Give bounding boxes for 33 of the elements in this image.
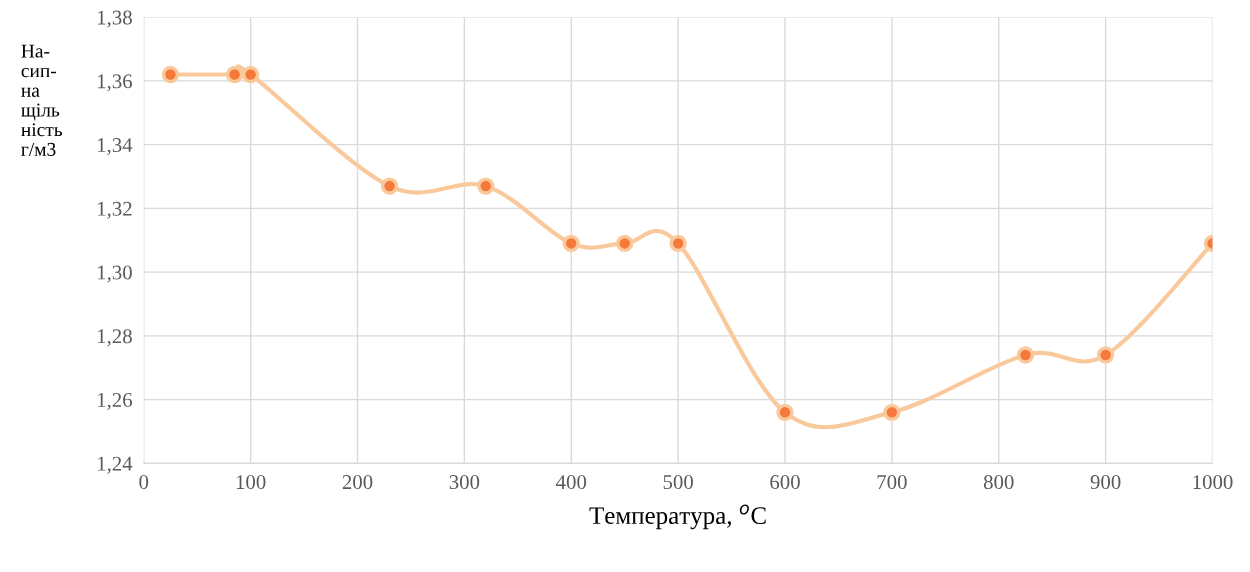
y-tick-label: 1,34 (98, 138, 133, 156)
x-tick-label: 200 (342, 475, 373, 490)
y-tick-label: 1,28 (98, 329, 132, 347)
y-axis-title: На- сип- на щіль ність г/м3 (21, 44, 63, 156)
point (776, 403, 794, 422)
x-tick-label: 800 (983, 475, 1014, 490)
x-tick-label: 700 (877, 475, 907, 490)
x-tick-label: 0 (139, 475, 149, 490)
point (161, 65, 180, 84)
x-tick-label: 300 (449, 475, 480, 490)
point (1096, 346, 1115, 364)
point (380, 177, 399, 195)
y-tick-label: 1,26 (98, 393, 133, 411)
point (616, 234, 634, 253)
point (562, 234, 580, 253)
x-tick-label: 400 (556, 475, 587, 490)
y-tick-label: 1,32 (98, 201, 132, 219)
x-tick-label: 900 (1090, 475, 1121, 490)
y-tick-label: 1,36 (98, 74, 133, 92)
y-tick-label: 1,24 (98, 456, 133, 474)
x-tick-label: 1000 (1193, 475, 1233, 490)
point (669, 234, 687, 253)
point (225, 65, 244, 84)
x-tick-label: 500 (663, 475, 693, 490)
point (477, 177, 495, 195)
y-tick-label: 1,30 (98, 265, 132, 283)
point (1016, 346, 1035, 364)
y-tick-label: 1,38 (98, 10, 132, 28)
x-tick-label: 600 (770, 475, 800, 490)
point (883, 403, 901, 422)
x-tick-label: 100 (236, 475, 266, 490)
point (241, 65, 260, 84)
x-axis-title: Температура, $^{o}$C (589, 504, 766, 530)
